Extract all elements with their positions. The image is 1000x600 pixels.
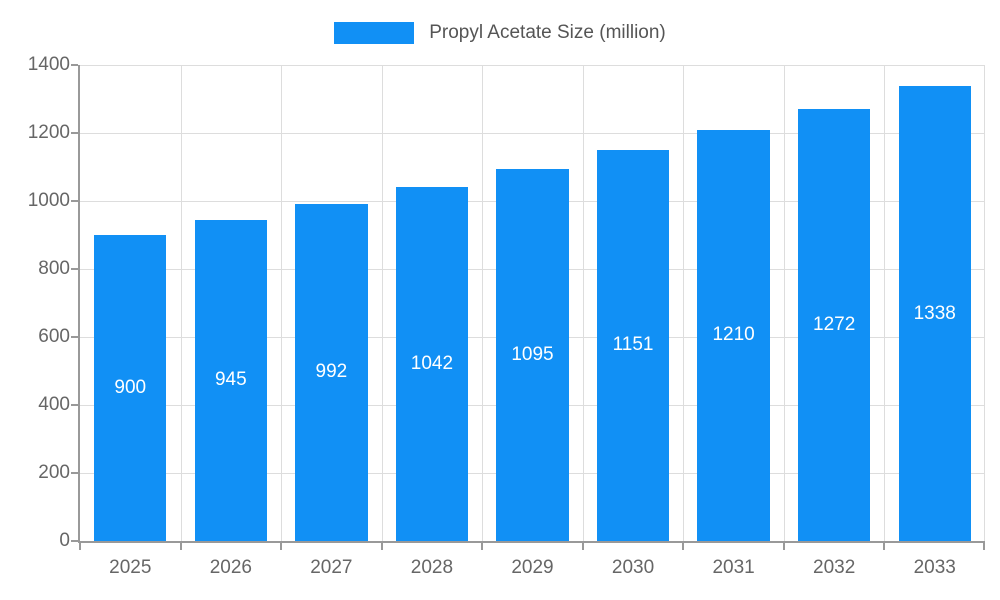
y-tick-label: 800 bbox=[38, 258, 70, 279]
bar-value-label: 900 bbox=[114, 377, 147, 398]
y-tick-mark bbox=[71, 404, 78, 406]
x-tick-mark bbox=[481, 543, 484, 550]
y-tick-mark bbox=[71, 268, 78, 270]
y-tick-label: 400 bbox=[38, 394, 70, 415]
v-gridline bbox=[582, 65, 584, 541]
x-tick-mark bbox=[179, 543, 182, 550]
bar: 900 bbox=[94, 235, 167, 541]
v-gridline bbox=[482, 65, 484, 541]
bar-value-label: 1272 bbox=[813, 313, 856, 335]
x-tick-label: 2025 bbox=[109, 557, 152, 578]
bar-value-label: 1042 bbox=[410, 352, 454, 374]
bar: 1338 bbox=[898, 86, 971, 541]
v-gridline bbox=[180, 65, 182, 541]
bar: 1210 bbox=[697, 129, 770, 541]
legend[interactable]: Propyl Acetate Size (million) bbox=[0, 20, 1000, 46]
bar-value-label: 1210 bbox=[712, 324, 755, 346]
x-tick-label: 2026 bbox=[209, 557, 252, 578]
y-tick-label: 1000 bbox=[27, 190, 70, 211]
bar: 1042 bbox=[395, 186, 469, 541]
x-tick-mark bbox=[883, 543, 886, 550]
v-gridline bbox=[984, 65, 985, 541]
y-tick-label: 200 bbox=[38, 462, 70, 483]
x-tick-mark bbox=[280, 543, 283, 550]
bar: 1095 bbox=[496, 168, 569, 541]
x-tick-label: 2032 bbox=[813, 557, 856, 578]
x-tick-mark bbox=[682, 543, 685, 550]
x-tick-label: 2031 bbox=[712, 557, 755, 578]
bar-value-label: 1338 bbox=[913, 302, 956, 324]
x-axis-line bbox=[78, 541, 985, 543]
y-tick-label: 600 bbox=[38, 326, 70, 347]
bar-value-label: 1095 bbox=[511, 343, 554, 365]
v-gridline bbox=[281, 65, 283, 541]
bar: 1151 bbox=[596, 149, 670, 541]
x-tick-label: 2028 bbox=[410, 557, 454, 578]
v-gridline bbox=[683, 65, 685, 541]
v-gridline bbox=[783, 65, 785, 541]
x-tick-mark bbox=[983, 543, 985, 550]
bar-value-label: 1151 bbox=[612, 334, 654, 356]
plot-area: 0 200 400 600 800 1000 1200 1400 900 2025 945 2026 9… bbox=[28, 54, 985, 578]
x-tick-label: 2030 bbox=[611, 557, 655, 578]
x-tick-mark bbox=[79, 543, 81, 550]
bar: 945 bbox=[194, 219, 268, 541]
y-tick-mark bbox=[71, 132, 78, 134]
y-tick-mark bbox=[71, 472, 78, 474]
x-tick-label: 2029 bbox=[511, 557, 554, 578]
y-tick-label: 0 bbox=[59, 530, 70, 551]
y-tick-mark bbox=[71, 540, 78, 542]
y-tick-label: 1400 bbox=[27, 54, 70, 75]
bar-value-label: 945 bbox=[214, 369, 247, 391]
v-gridline bbox=[884, 65, 886, 541]
bar-value-label: 992 bbox=[315, 361, 348, 383]
h-gridline bbox=[80, 133, 985, 134]
bar: 992 bbox=[295, 203, 368, 541]
x-tick-mark bbox=[380, 543, 383, 550]
y-axis-line bbox=[78, 65, 80, 541]
x-tick-mark bbox=[581, 543, 584, 550]
x-tick-label: 2027 bbox=[310, 557, 353, 578]
y-tick-label: 1200 bbox=[27, 122, 70, 143]
y-tick-mark bbox=[71, 64, 78, 66]
legend-swatch bbox=[334, 22, 415, 44]
h-gridline bbox=[80, 65, 985, 66]
y-tick-mark bbox=[71, 200, 78, 202]
legend-label: Propyl Acetate Size (million) bbox=[429, 22, 666, 43]
y-tick-mark bbox=[71, 336, 78, 338]
v-gridline bbox=[381, 65, 383, 541]
bar: 1272 bbox=[797, 108, 871, 541]
x-tick-label: 2033 bbox=[913, 557, 956, 578]
x-tick-mark bbox=[782, 543, 785, 550]
